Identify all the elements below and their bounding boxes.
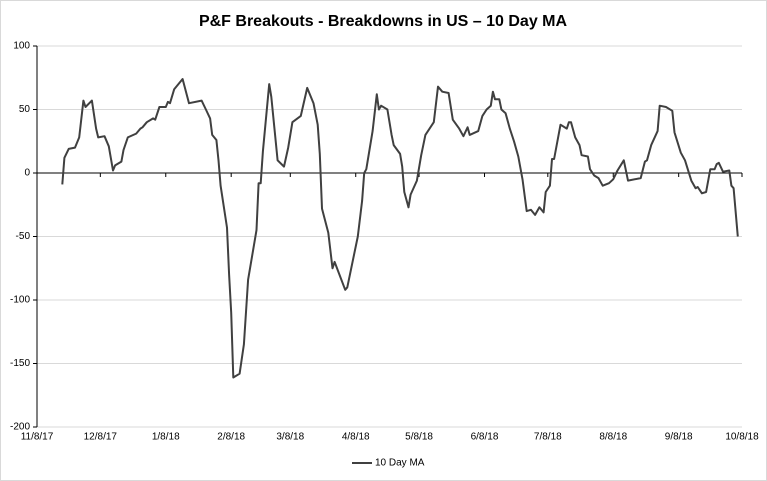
x-tick-label: 6/8/18 <box>471 432 499 443</box>
x-tick-label: 1/8/18 <box>152 432 180 443</box>
y-tick-label: -200 <box>10 422 30 433</box>
y-tick-label: -150 <box>10 358 30 369</box>
y-tick-label: -50 <box>16 231 31 242</box>
series-line <box>61 78 739 379</box>
x-tick-label: 7/8/18 <box>534 432 562 443</box>
x-tick-label: 4/8/18 <box>342 432 370 443</box>
legend-label: 10 Day MA <box>375 458 425 469</box>
y-tick-label: -100 <box>10 295 30 306</box>
x-tick-label: 12/8/17 <box>84 432 118 443</box>
chart-title: P&F Breakouts - Breakdowns in US – 10 Da… <box>199 13 568 30</box>
x-tick-label: 3/8/18 <box>276 432 304 443</box>
x-tick-label: 2/8/18 <box>217 432 245 443</box>
x-tick-label: 9/8/18 <box>665 432 693 443</box>
y-tick-label: 50 <box>19 104 31 115</box>
x-tick-label: 10/8/18 <box>725 432 759 443</box>
x-tick-label: 8/8/18 <box>599 432 627 443</box>
x-tick-label: 11/8/17 <box>21 432 54 443</box>
x-tick-label: 5/8/18 <box>405 432 433 443</box>
y-tick-label: 100 <box>13 41 30 52</box>
y-tick-label: 0 <box>24 168 30 179</box>
